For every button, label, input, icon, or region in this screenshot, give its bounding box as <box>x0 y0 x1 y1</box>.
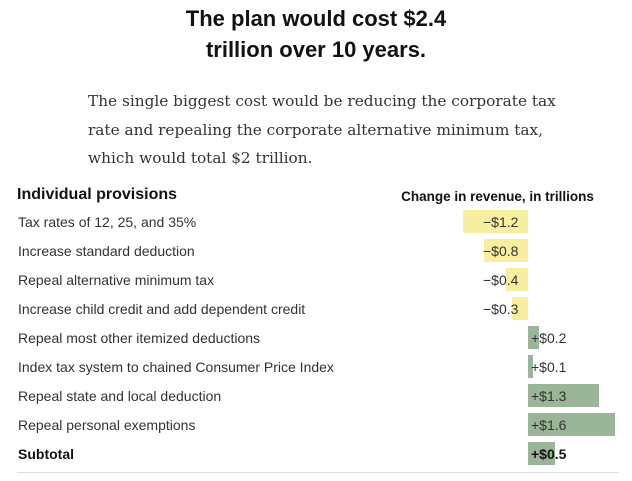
value-label: +$0.1 <box>531 359 567 375</box>
provision-label: Repeal personal exemptions <box>18 417 196 433</box>
provisions-header: Individual provisions <box>17 186 178 203</box>
provision-row: Repeal personal exemptions +$1.6 <box>0 410 632 439</box>
value-label: +$0.5 <box>531 446 567 462</box>
value-bar <box>462 210 528 233</box>
provision-label: Index tax system to chained Consumer Pri… <box>18 359 334 375</box>
provision-row: Increase standard deduction −$0.8 <box>0 236 632 265</box>
provision-label: Increase standard deduction <box>18 243 195 259</box>
provision-row: Repeal alternative minimum tax −$0.4 <box>0 265 632 294</box>
value-label: −$0.4 <box>483 272 519 288</box>
provision-label: Repeal most other itemized deductions <box>18 330 261 346</box>
provision-row: Increase child credit and add dependent … <box>0 294 632 323</box>
provision-label: Repeal alternative minimum tax <box>18 272 215 288</box>
value-bar <box>528 413 616 436</box>
value-bar <box>528 355 534 378</box>
value-bar <box>528 326 539 349</box>
provision-row: Tax rates of 12, 25, and 35% −$1.2 <box>0 207 632 236</box>
provision-row: Index tax system to chained Consumer Pri… <box>0 352 632 381</box>
value-label: +$1.6 <box>531 417 567 433</box>
provision-label: Repeal state and local deduction <box>18 388 222 404</box>
value-bar <box>528 384 599 407</box>
value-label: −$1.2 <box>483 214 519 230</box>
chart-subtitle: The single biggest cost would be reducin… <box>88 92 556 167</box>
value-bar <box>484 239 528 262</box>
subtotal-label: Subtotal <box>18 446 74 462</box>
value-label: −$0.8 <box>483 243 519 259</box>
value-label: −$0.3 <box>483 301 519 317</box>
value-label: +$0.2 <box>531 330 567 346</box>
provision-label: Increase child credit and add dependent … <box>18 301 306 317</box>
title-line-2: trillion over 10 years. <box>205 37 427 62</box>
subtotal-row: Subtotal +$0.5 <box>0 439 632 468</box>
value-label: +$1.3 <box>531 388 567 404</box>
provision-row: Repeal state and local deduction +$1.3 <box>0 381 632 410</box>
provision-row: Repeal most other itemized deductions +$0… <box>0 323 632 352</box>
title-line-1: The plan would cost $2.4 <box>185 6 447 31</box>
chart-title: The plan would cost $2.4 trillion over 1… <box>0 3 632 65</box>
bottom-divider <box>17 472 619 473</box>
value-bar <box>506 268 528 291</box>
provision-label: Tax rates of 12, 25, and 35% <box>18 214 197 230</box>
value-header: Change in revenue, in trillions <box>401 189 594 204</box>
value-bar <box>511 297 528 320</box>
value-bar <box>528 442 556 465</box>
